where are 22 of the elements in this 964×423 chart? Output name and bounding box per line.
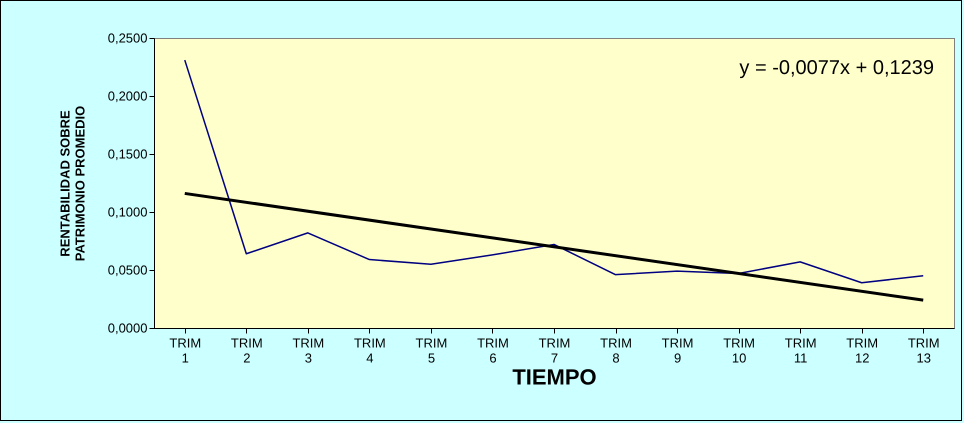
x-axis-title: TIEMPO xyxy=(512,364,597,390)
x-tick-label: TRIM 7 xyxy=(538,336,570,366)
x-tick-label: TRIM 11 xyxy=(784,336,817,366)
x-tick-label: TRIM 4 xyxy=(354,336,386,366)
y-tick-label: 0,2000 xyxy=(108,88,148,104)
x-tick-label: TRIM 13 xyxy=(908,336,940,366)
x-tick-label: TRIM 3 xyxy=(292,336,324,366)
y-tick-label: 0,0500 xyxy=(108,262,148,278)
x-tick-label: TRIM 5 xyxy=(416,336,448,366)
x-tick-label: TRIM 10 xyxy=(723,336,756,366)
y-tick-label: 0,1500 xyxy=(108,146,148,162)
x-tick-label: TRIM 1 xyxy=(169,336,202,366)
x-tick-label: TRIM 2 xyxy=(230,336,263,366)
y-tick-label: 0,1000 xyxy=(108,204,148,220)
x-tick-label: TRIM 8 xyxy=(600,336,632,366)
y-tick-label: 0,0000 xyxy=(108,320,148,336)
annotation: y = -0,0077x + 0,1239 xyxy=(739,57,934,79)
y-tick-label: 0,2500 xyxy=(108,30,148,46)
x-tick-label: TRIM 9 xyxy=(662,336,694,366)
y-axis-title: RENTABILIDAD SOBRE PATRIMONIO PROMEDIO xyxy=(58,106,88,262)
x-tick-label: TRIM 6 xyxy=(477,336,509,366)
x-tick-label: TRIM 12 xyxy=(846,336,878,366)
